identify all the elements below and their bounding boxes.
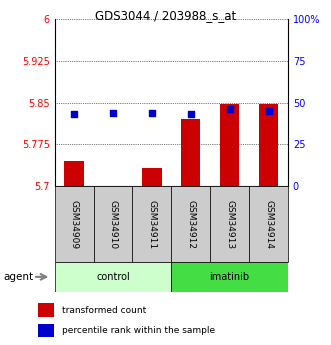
Text: GSM34910: GSM34910	[109, 200, 118, 249]
Bar	[181, 119, 201, 186]
Bar	[55, 186, 93, 262]
Text: transformed count: transformed count	[62, 306, 146, 315]
Text: control: control	[96, 272, 130, 282]
Point	[110, 110, 116, 116]
Bar	[210, 186, 249, 262]
Bar	[93, 186, 132, 262]
Point	[149, 110, 155, 116]
Bar	[171, 262, 288, 292]
Bar	[38, 304, 54, 317]
Text: imatinib: imatinib	[210, 272, 250, 282]
Text: GSM34913: GSM34913	[225, 200, 234, 249]
Bar	[38, 324, 54, 337]
Point	[188, 111, 193, 117]
Text: GDS3044 / 203988_s_at: GDS3044 / 203988_s_at	[95, 9, 236, 22]
Point	[266, 108, 271, 114]
Bar	[64, 161, 84, 186]
Point	[227, 107, 232, 112]
Text: agent: agent	[3, 272, 33, 282]
Bar	[142, 168, 162, 186]
Text: GSM34914: GSM34914	[264, 200, 273, 249]
Bar	[171, 186, 210, 262]
Text: GSM34912: GSM34912	[186, 200, 195, 249]
Point	[71, 111, 77, 117]
Bar	[55, 262, 171, 292]
Bar	[249, 186, 288, 262]
Bar	[259, 104, 278, 186]
Bar	[132, 186, 171, 262]
Bar	[220, 104, 239, 186]
Text: percentile rank within the sample: percentile rank within the sample	[62, 326, 215, 335]
Text: GSM34911: GSM34911	[147, 200, 156, 249]
Text: GSM34909: GSM34909	[70, 200, 78, 249]
